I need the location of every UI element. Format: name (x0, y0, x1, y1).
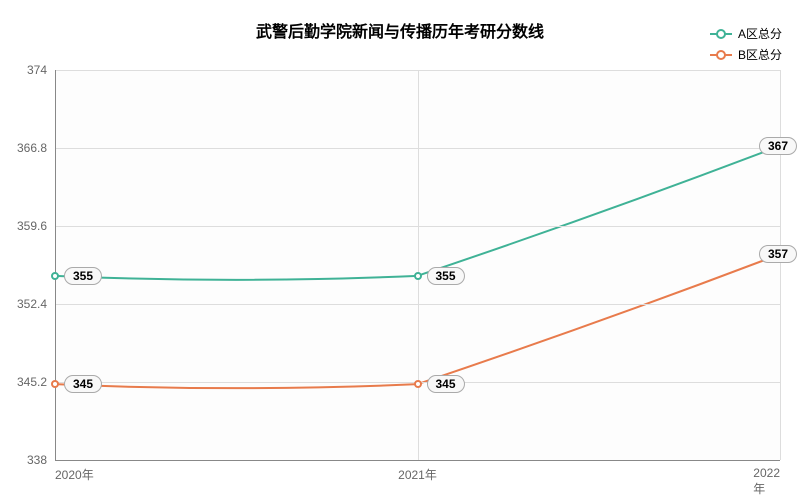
chart-container: 武警后勤学院新闻与传播历年考研分数线 A区总分 B区总分 338345.2352… (0, 0, 800, 500)
grid-line-v (418, 70, 419, 460)
legend-swatch-b (710, 54, 732, 56)
ytick-label: 359.6 (17, 219, 47, 233)
data-label: 345 (64, 375, 102, 393)
legend: A区总分 B区总分 (710, 25, 782, 67)
data-label: 357 (759, 245, 797, 263)
xtick-label: 2021年 (398, 466, 437, 483)
legend-item-b: B区总分 (710, 46, 782, 63)
plot-area: 338345.2352.4359.6366.83742020年2021年2022… (55, 70, 780, 460)
xtick-label: 2022年 (753, 466, 780, 497)
legend-label-a: A区总分 (738, 25, 782, 42)
grid-line-h (55, 460, 780, 461)
ytick-label: 345.2 (17, 375, 47, 389)
ytick-label: 366.8 (17, 141, 47, 155)
chart-title: 武警后勤学院新闻与传播历年考研分数线 (0, 18, 800, 42)
legend-label-b: B区总分 (738, 46, 782, 63)
data-marker (414, 272, 422, 280)
data-marker (51, 272, 59, 280)
data-marker (51, 380, 59, 388)
ytick-label: 374 (27, 63, 47, 77)
grid-line-v (55, 70, 56, 460)
data-marker (414, 380, 422, 388)
data-label: 367 (759, 137, 797, 155)
ytick-label: 338 (27, 453, 47, 467)
legend-swatch-a (710, 33, 732, 35)
data-label: 345 (426, 375, 464, 393)
xtick-label: 2020年 (55, 466, 94, 483)
grid-line-v (780, 70, 781, 460)
ytick-label: 352.4 (17, 297, 47, 311)
data-label: 355 (426, 267, 464, 285)
legend-item-a: A区总分 (710, 25, 782, 42)
data-label: 355 (64, 267, 102, 285)
